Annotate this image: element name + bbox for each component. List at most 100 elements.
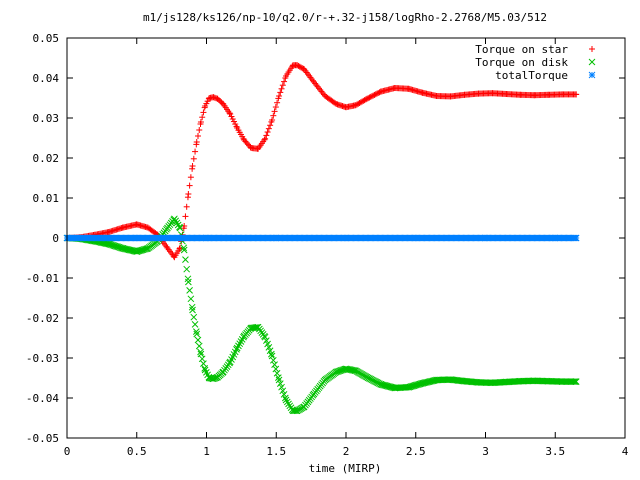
disk-torque-point	[381, 382, 388, 389]
star-torque-point	[244, 141, 251, 148]
star-torque-point	[242, 138, 249, 145]
disk-torque-point	[195, 342, 203, 350]
disk-torque-point	[135, 247, 143, 255]
star-torque-point	[199, 114, 206, 121]
disk-torque-point	[274, 374, 282, 381]
star-torque-point	[197, 119, 204, 125]
disk-torque-point	[409, 382, 416, 390]
disk-torque-point	[271, 361, 278, 368]
star-torque-point	[241, 137, 248, 143]
star-torque-point	[297, 64, 304, 71]
star-torque-point	[200, 109, 207, 116]
disk-torque-point	[212, 374, 220, 382]
axis-ticks: 0 0.5 1 1.5 2 2.5 3 3.5 4 -0.05 -0.04 -0.03 -0.02 -0.…	[26, 32, 629, 458]
disk-torque-point	[272, 365, 280, 373]
y-tick-label: 0.04	[33, 72, 60, 85]
star-torque-point	[281, 78, 288, 85]
disk-torque-point	[571, 378, 579, 385]
x-tick-label: 2	[343, 445, 350, 458]
star-torque-point	[185, 191, 192, 197]
star-torque-point	[279, 82, 286, 89]
star-torque-point	[296, 63, 303, 70]
legend: Torque on star Torque on disk totalTorqu…	[475, 43, 596, 82]
star-torque-point	[189, 163, 196, 169]
star-torque-point	[295, 62, 302, 69]
star-torque-point	[187, 174, 194, 181]
disk-torque-point	[197, 350, 205, 358]
disk-torque-point	[377, 381, 385, 388]
star-torque-point	[230, 118, 237, 125]
y-tick-label: 0	[52, 232, 59, 245]
disk-torque-point	[383, 382, 391, 390]
star-torque-point	[193, 139, 200, 145]
y-tick-label: 0.05	[33, 32, 60, 45]
legend-marker-glyph	[588, 58, 596, 66]
disk-torque-point	[280, 391, 288, 398]
disk-torque-point	[572, 378, 580, 385]
star-torque-point	[269, 117, 276, 123]
plot-area	[63, 62, 580, 415]
legend-entry-total: totalTorque	[495, 69, 596, 82]
y-tick-label: -0.01	[26, 272, 59, 285]
star-torque-point	[354, 101, 361, 108]
disk-torque-point	[189, 306, 196, 314]
disk-torque-point	[197, 348, 204, 356]
star-torque-point	[356, 100, 363, 107]
disk-torque-point	[275, 376, 283, 384]
disk-torque-point	[273, 369, 281, 377]
disk-torque-point	[268, 350, 275, 358]
star-torque-point	[226, 110, 233, 116]
x-tick-label: 3.5	[545, 445, 565, 458]
disk-torque-point	[180, 246, 188, 254]
x-tick-label: 1	[203, 445, 210, 458]
disk-torque-point	[182, 256, 189, 263]
disk-torque-point	[102, 240, 110, 247]
star-torque-point	[366, 94, 373, 101]
series-0	[64, 62, 580, 261]
legend-label-disk: Torque on disk	[475, 56, 568, 69]
star-torque-point	[192, 148, 199, 155]
series-2	[63, 234, 580, 242]
star-torque-point	[227, 111, 234, 117]
star-torque-point	[272, 104, 279, 111]
star-torque-point	[367, 93, 374, 100]
x-tick-label: 0	[64, 445, 71, 458]
disk-torque-point	[382, 382, 390, 390]
star-torque-point	[357, 99, 364, 106]
star-torque-point	[274, 99, 281, 106]
disk-torque-point	[412, 381, 420, 389]
disk-torque-point	[190, 313, 198, 321]
disk-torque-point	[378, 381, 386, 389]
disk-torque-point	[188, 303, 196, 311]
disk-torque-point	[133, 248, 141, 255]
star-torque-point	[372, 91, 379, 98]
star-torque-point	[371, 91, 378, 98]
star-torque-point	[363, 95, 370, 102]
star-torque-point	[232, 121, 239, 128]
disk-torque-point	[198, 355, 206, 363]
disk-torque-point	[185, 278, 192, 286]
star-torque-point	[194, 133, 201, 139]
star-torque-point	[228, 113, 235, 120]
disk-torque-point	[415, 380, 423, 388]
star-torque-point	[176, 245, 183, 252]
star-torque-point	[373, 90, 380, 97]
disk-torque-point	[387, 383, 395, 391]
disk-torque-point	[134, 247, 142, 255]
disk-torque-point	[405, 383, 413, 391]
disk-torque-point	[193, 330, 201, 338]
star-torque-point	[376, 89, 383, 96]
x-tick-label: 0.5	[127, 445, 147, 458]
legend-label-total: totalTorque	[495, 69, 568, 82]
disk-torque-point	[268, 352, 276, 360]
disk-torque-point	[410, 382, 418, 390]
star-torque-point	[271, 108, 278, 115]
y-tick-label: -0.04	[26, 392, 59, 405]
y-tick-label: 0.02	[33, 152, 60, 165]
legend-marker-glyph	[588, 71, 596, 79]
disk-torque-point	[385, 382, 392, 390]
chart-title: m1/js128/ks126/np-10/q2.0/r-+.32-j158/lo…	[143, 11, 547, 24]
disk-torque-point	[142, 245, 149, 253]
disk-torque-point	[200, 360, 207, 367]
star-torque-point	[294, 62, 301, 69]
